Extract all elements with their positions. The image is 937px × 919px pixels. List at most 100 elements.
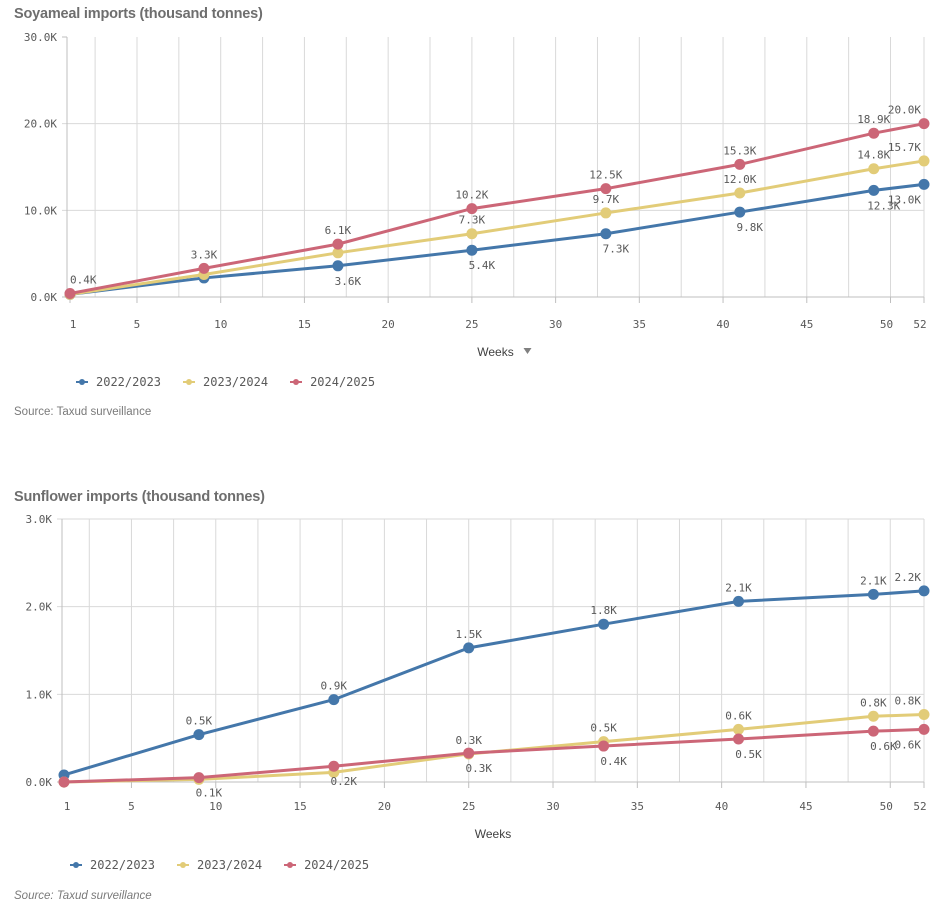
data-point[interactable] <box>64 288 76 300</box>
data-point[interactable] <box>918 118 930 130</box>
series-line <box>69 159 925 296</box>
data-point[interactable] <box>918 155 930 167</box>
data-point[interactable] <box>734 206 746 218</box>
legend-marker-icon <box>76 378 88 386</box>
series-2022-2023 <box>64 178 930 300</box>
data-point[interactable] <box>867 725 879 737</box>
x-axis-title[interactable]: Weeks <box>477 345 513 359</box>
data-point[interactable] <box>598 618 610 630</box>
data-point[interactable] <box>466 244 478 256</box>
data-point[interactable] <box>600 183 612 195</box>
data-point[interactable] <box>466 203 478 215</box>
data-point[interactable] <box>733 595 745 607</box>
y-tick-label: 10.0K <box>24 204 57 217</box>
data-label: 9.8K <box>737 221 764 234</box>
y-tick-label: 2.0K <box>26 601 53 614</box>
x-tick-label: 30 <box>549 318 562 331</box>
x-tick-label: 40 <box>715 800 728 813</box>
data-point[interactable] <box>868 163 880 175</box>
data-point[interactable] <box>867 710 879 722</box>
data-point[interactable] <box>867 588 879 600</box>
data-point[interactable] <box>463 642 475 654</box>
data-label: 15.3K <box>723 144 756 157</box>
data-point[interactable] <box>733 723 745 735</box>
data-label: 2.2K <box>895 571 922 584</box>
data-point[interactable] <box>332 238 344 250</box>
series-line <box>69 182 925 296</box>
data-point[interactable] <box>332 247 344 259</box>
x-tick-label: 15 <box>293 800 306 813</box>
series-line <box>69 122 925 296</box>
data-label: 6.1K <box>325 224 352 237</box>
data-point[interactable] <box>918 708 930 720</box>
data-point[interactable] <box>58 776 70 788</box>
x-tick-label: 15 <box>298 318 311 331</box>
data-point[interactable] <box>868 127 880 139</box>
data-point[interactable] <box>600 228 612 240</box>
data-point[interactable] <box>198 262 210 274</box>
x-tick-label: 50 <box>880 800 893 813</box>
data-point[interactable] <box>868 184 880 196</box>
data-label: 13.0K <box>888 193 921 206</box>
data-label: 15.7K <box>888 141 921 154</box>
legend-item-2023-2024[interactable]: 2023/2024 <box>183 375 268 389</box>
source-note: Source: Taxud surveillance <box>14 406 152 418</box>
data-point[interactable] <box>193 772 205 784</box>
data-label: 7.3K <box>603 243 630 256</box>
data-point[interactable] <box>463 747 475 759</box>
data-point[interactable] <box>328 760 340 772</box>
x-tick-label: 10 <box>214 318 227 331</box>
data-point[interactable] <box>918 178 930 190</box>
legend-label: 2022/2023 <box>90 858 156 872</box>
chart-title: Sunflower imports (thousand tonnes) <box>14 489 265 505</box>
data-label: 12.3K <box>867 199 900 212</box>
x-tick-label: 5 <box>128 800 135 813</box>
data-point[interactable] <box>193 729 205 741</box>
data-label: 0.8K <box>895 694 922 707</box>
data-label: 0.8K <box>860 696 887 709</box>
data-point[interactable] <box>734 158 746 170</box>
y-tick-label: 0.0K <box>31 291 58 304</box>
data-label: 0.5K <box>186 715 213 728</box>
legend-marker-icon <box>284 861 297 869</box>
data-label: 14.8K <box>857 149 890 162</box>
data-point[interactable] <box>466 228 478 240</box>
series-line <box>63 712 925 784</box>
y-tick-label: 1.0K <box>26 688 53 701</box>
data-point[interactable] <box>734 187 746 199</box>
data-label: 0.5K <box>590 722 617 735</box>
data-label: 3.6K <box>335 275 362 288</box>
x-tick-label: 1 <box>64 800 71 813</box>
data-label: 20.0K <box>888 104 921 117</box>
data-point[interactable] <box>733 733 745 745</box>
data-point[interactable] <box>918 723 930 735</box>
data-label: 1.5K <box>455 628 482 641</box>
data-point[interactable] <box>918 585 930 597</box>
data-labels-2024-2025: 0.1K 0.2K 0.3K 0.4K 0.5K 0.6K0.6K <box>196 738 922 799</box>
legend: 2022/2023 2023/2024 2024/2025 <box>70 858 369 872</box>
legend-item-2024-2025[interactable]: 2024/2025 <box>284 858 369 872</box>
data-label: 10.2K <box>455 189 488 202</box>
dropdown-caret-icon[interactable] <box>523 348 532 354</box>
x-tick-label: 20 <box>382 318 395 331</box>
sunflower-line-chart[interactable]: 0.0K1.0K2.0K3.0K1 5 10 15 20 25 30 35 40 45 50 52We… <box>0 483 937 883</box>
legend-item-2023-2024[interactable]: 2023/2024 <box>177 858 262 872</box>
data-point[interactable] <box>600 207 612 219</box>
legend-label: 2024/2025 <box>310 375 376 389</box>
legend-marker-icon <box>70 861 82 869</box>
data-point[interactable] <box>598 740 610 752</box>
legend-item-2022-2023[interactable]: 2022/2023 <box>70 858 155 872</box>
data-label: 0.2K <box>331 775 358 788</box>
data-label: 0.6K <box>725 709 752 722</box>
x-tick-label: 50 <box>880 318 893 331</box>
y-tick-label: 20.0K <box>24 118 57 131</box>
legend-item-2022-2023[interactable]: 2022/2023 <box>76 375 161 389</box>
x-tick-label: 30 <box>546 800 559 813</box>
legend-item-2024-2025[interactable]: 2024/2025 <box>290 375 375 389</box>
x-tick-label: 1 <box>70 318 77 331</box>
legend-label: 2022/2023 <box>96 375 162 389</box>
data-point[interactable] <box>328 694 340 706</box>
data-point[interactable] <box>332 260 344 272</box>
